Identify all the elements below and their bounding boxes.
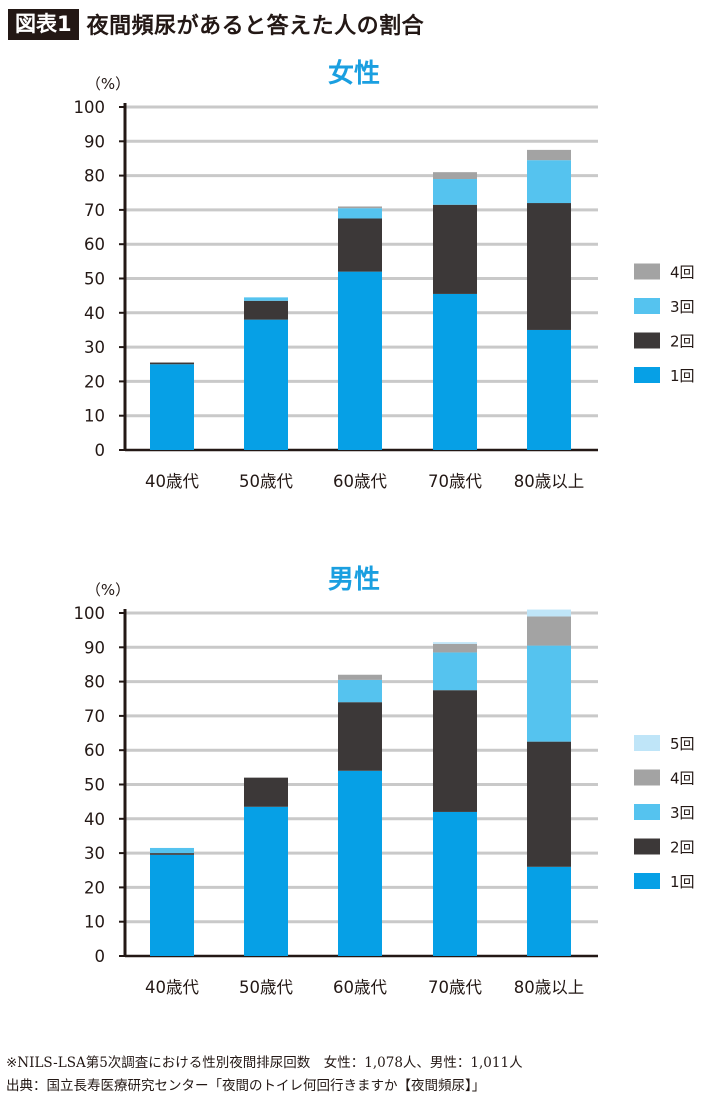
figure-title: 夜間頻尿があると答えた人の割合	[86, 14, 425, 39]
bar-segment-3回	[244, 297, 288, 301]
bar-segment-2回	[338, 218, 382, 272]
legend-label-1回: 1回	[670, 873, 695, 891]
bar-segment-4回	[338, 206, 382, 209]
y-tick-label: 40	[84, 304, 105, 323]
legend-swatch-3回	[634, 298, 660, 314]
bar-segment-1回	[527, 329, 571, 450]
bar-segment-2回	[527, 203, 571, 330]
bar-segment-5回	[527, 609, 571, 617]
bar-segment-1回	[150, 364, 194, 450]
bar-segment-2回	[244, 777, 288, 807]
bar-segment-2回	[150, 853, 194, 855]
legend-label-4回: 4回	[670, 264, 695, 282]
x-tick-label: 70歳代	[428, 472, 482, 491]
x-tick-label: 80歳以上	[514, 978, 585, 997]
legend-swatch-4回	[634, 263, 660, 280]
bar-segment-1回	[338, 271, 382, 450]
y-tick-label: 50	[84, 776, 105, 795]
y-tick-label: 90	[84, 132, 105, 151]
legend-label-3回: 3回	[670, 804, 695, 822]
bar-segment-3回	[527, 160, 571, 204]
bar-segment-4回	[527, 616, 571, 646]
bar-segment-2回	[150, 362, 194, 365]
legend-label-4回: 4回	[670, 770, 695, 788]
bar-segment-1回	[433, 293, 477, 450]
bar-segment-1回	[433, 811, 477, 956]
y-tick-label: 20	[84, 372, 105, 391]
legend-label-2回: 2回	[670, 839, 695, 857]
y-unit-label-1: （%）	[86, 581, 130, 599]
y-tick-label: 70	[84, 707, 105, 726]
y-tick-label: 10	[84, 913, 105, 932]
y-unit-label-0: （%）	[86, 75, 130, 93]
legend-swatch-1回	[634, 873, 660, 889]
legend-swatch-1回	[634, 367, 660, 383]
x-tick-label: 40歳代	[145, 978, 199, 997]
bar-segment-1回	[338, 770, 382, 956]
bar-segment-2回	[527, 741, 571, 867]
y-tick-label: 0	[95, 441, 106, 460]
y-tick-label: 60	[84, 741, 105, 760]
legend-swatch-3回	[634, 804, 660, 820]
legend-label-5回: 5回	[670, 735, 695, 753]
bar-segment-4回	[433, 643, 477, 653]
y-tick-label: 0	[95, 947, 106, 966]
bar-segment-4回	[338, 674, 382, 680]
y-tick-label: 10	[84, 407, 105, 426]
male-chart: 男性 （%） 0 10 20 30 40 50 60 70 80 90 100 40歳代 50歳代 60歳代 7…	[74, 565, 695, 997]
bar-segment-3回	[527, 645, 571, 742]
figure-badge: 図表1	[8, 8, 79, 40]
x-tick-label: 50歳代	[239, 978, 293, 997]
y-tick-label: 80	[84, 673, 105, 692]
legend-swatch-5回	[634, 735, 660, 751]
bar-segment-2回	[433, 690, 477, 812]
legend-label-3回: 3回	[670, 298, 695, 316]
legend-label-1回: 1回	[670, 367, 695, 385]
bar-segment-1回	[527, 866, 571, 956]
x-tick-label: 40歳代	[145, 472, 199, 491]
y-tick-label: 80	[84, 167, 105, 186]
chart-title-1: 男性	[328, 565, 380, 595]
y-tick-label: 30	[84, 844, 105, 863]
y-tick-label: 90	[84, 638, 105, 657]
y-tick-label: 20	[84, 878, 105, 897]
bar-segment-4回	[433, 172, 477, 180]
legend-label-2回: 2回	[670, 333, 695, 351]
y-tick-label: 50	[84, 270, 105, 289]
x-tick-label: 80歳以上	[514, 472, 585, 491]
female-chart: 女性 （%） 0 10 20 30 40 50 60 70 80 90 100 40歳代 50歳代 60歳代 7…	[74, 58, 695, 491]
chart-title-0: 女性	[328, 58, 380, 89]
bar-segment-1回	[244, 319, 288, 450]
y-tick-label: 100	[74, 98, 106, 117]
x-tick-label: 70歳代	[428, 978, 482, 997]
bar-segment-5回	[433, 642, 477, 644]
y-tick-label: 100	[74, 604, 106, 623]
bar-segment-2回	[244, 300, 288, 320]
footnote-survey: ※NILS-LSA第5次調査における性別夜間排尿回数 女性：1,078人、男性：…	[6, 1055, 523, 1071]
x-tick-label: 50歳代	[239, 472, 293, 491]
legend-swatch-4回	[634, 769, 660, 786]
bar-segment-3回	[433, 652, 477, 691]
y-tick-label: 40	[84, 810, 105, 829]
footnote-source: 出典：国立長寿医療研究センター「夜間のトイレ何回行きますか【夜間頻尿】」	[6, 1078, 486, 1094]
x-tick-label: 60歳代	[333, 472, 387, 491]
x-tick-label: 60歳代	[333, 978, 387, 997]
y-tick-label: 70	[84, 201, 105, 220]
y-tick-label: 60	[84, 235, 105, 254]
bar-segment-2回	[338, 702, 382, 771]
bar-segment-3回	[338, 208, 382, 219]
legend-swatch-2回	[634, 332, 660, 349]
bar-segment-1回	[244, 806, 288, 956]
bar-segment-4回	[527, 149, 571, 161]
figure-header: 図表1 夜間頻尿があると答えた人の割合	[8, 8, 424, 40]
bar-segment-3回	[433, 179, 477, 205]
bar-segment-2回	[433, 204, 477, 294]
bar-segment-3回	[150, 847, 194, 854]
bar-segment-3回	[338, 679, 382, 703]
y-tick-label: 30	[84, 338, 105, 357]
bar-segment-1回	[150, 854, 194, 956]
legend-swatch-2回	[634, 838, 660, 855]
